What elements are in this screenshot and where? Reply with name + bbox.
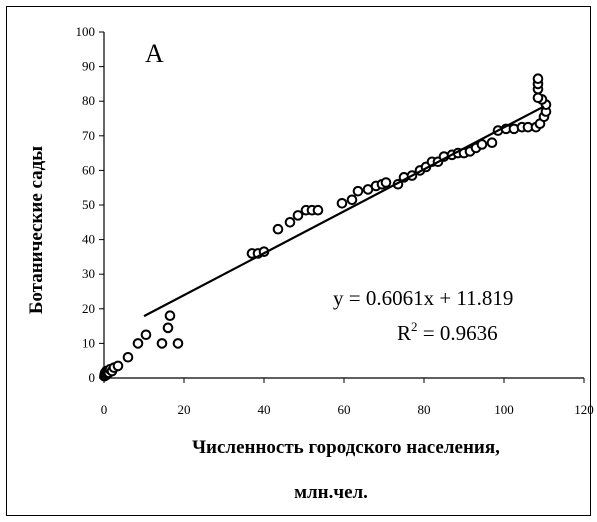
x-tick-label: 40 [258,402,271,417]
y-tick-label: 40 [82,232,95,247]
data-point [272,223,284,235]
x-tick-label: 120 [574,402,594,417]
data-point [284,217,296,228]
x-axis-title-line2: млн.чел. [294,482,368,503]
x-tick-label: 60 [338,402,351,417]
data-point [312,204,324,216]
x-tick-label: 0 [101,402,108,417]
x-tick-label: 80 [418,402,431,417]
data-point [112,360,124,372]
trend-equation: y = 0.6061x + 11.819 [333,286,513,310]
data-point [172,338,184,349]
data-point [164,310,176,322]
y-tick-label: 30 [82,266,95,281]
y-ticks: 0 10 20 30 40 50 60 70 80 90 100 [76,24,104,385]
panel-label: A [145,39,164,68]
data-point [122,351,134,363]
y-tick-label: 70 [82,128,95,143]
data-point [336,197,348,209]
y-tick-label: 90 [82,59,95,74]
data-point [380,177,392,188]
r-squared-value: = 0.9636 [418,321,498,345]
r-squared-sup: 2 [411,319,418,334]
data-point [532,73,544,85]
data-point [486,137,498,149]
data-point [292,210,304,221]
data-point [140,329,152,341]
data-point [532,92,544,104]
y-tick-label: 50 [82,197,95,212]
x-tick-label: 20 [178,402,191,417]
y-tick-label: 80 [82,93,95,108]
y-tick-label: 10 [82,335,95,350]
trendline [143,105,545,318]
data-point [162,322,174,334]
y-tick-label: 60 [82,162,95,177]
x-axis-title-line1: Численность городского населения, [192,437,500,458]
y-tick-label: 20 [82,301,95,316]
r-squared-label: R [397,321,411,345]
data-point [346,194,358,206]
data-point [352,185,364,197]
y-tick-label: 0 [89,370,96,385]
y-tick-label: 100 [76,24,96,39]
x-tick-label: 100 [494,402,514,417]
x-ticks: 0 20 40 60 80 100 120 [101,378,594,417]
data-point [156,338,168,349]
data-point [132,338,144,349]
r-squared: R2 = 0.9636 [397,319,498,345]
y-axis-title: Ботанические сады [26,146,47,314]
